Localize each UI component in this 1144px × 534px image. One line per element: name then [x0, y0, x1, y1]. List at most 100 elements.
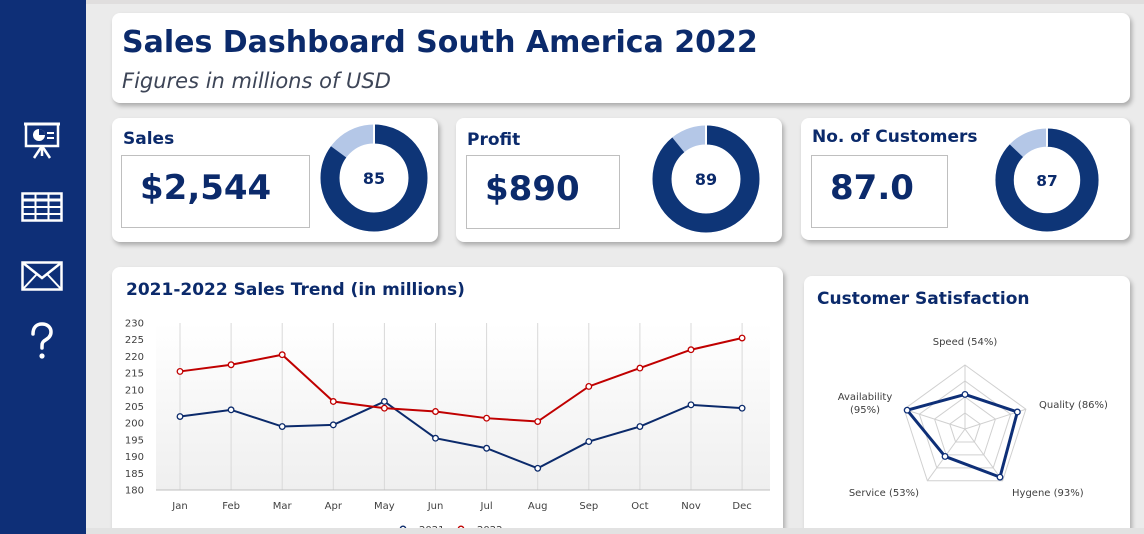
data-point — [176, 413, 184, 420]
series-line-2022 — [179, 337, 743, 423]
radar-grid-ring — [933, 396, 997, 456]
data-point — [636, 423, 644, 430]
x-tick-label: Oct — [631, 501, 648, 512]
x-tick-label: Jun — [427, 501, 444, 512]
data-point — [432, 434, 439, 442]
y-tick-label: 195 — [125, 435, 144, 446]
data-point — [227, 406, 235, 414]
radar-chart: Speed (54%) Quality (86%) Hygene (93%) Serv… — [838, 337, 1108, 499]
data-point — [227, 361, 235, 369]
kpi-card-sales: Sales $2,544 85 — [112, 118, 438, 242]
data-point — [738, 404, 746, 412]
y-tick-label: 190 — [125, 452, 144, 463]
x-tick-label: Jan — [171, 501, 187, 512]
help-icon[interactable] — [20, 322, 64, 362]
radar-point — [961, 390, 969, 398]
kpi-value-box: 87.0 — [811, 155, 948, 228]
mail-icon[interactable] — [20, 256, 64, 296]
series-line-2021 — [179, 400, 743, 470]
radar-axis-label: Hygene (93%) — [1012, 488, 1084, 499]
data-point — [483, 414, 491, 422]
data-point — [329, 398, 337, 405]
chart-title: 2021-2022 Sales Trend (in millions) — [126, 280, 465, 300]
kpi-value: $890 — [485, 169, 580, 209]
radar-point — [1013, 408, 1021, 416]
y-tick-label: 220 — [125, 352, 144, 363]
data-point — [534, 464, 542, 472]
x-tick-label: Aug — [528, 501, 548, 512]
y-tick-label: 200 — [125, 419, 144, 430]
kpi-donut: 85 — [320, 124, 428, 232]
sales-trend-card: 2021-2022 Sales Trend (in millions) Jan F… — [112, 267, 783, 534]
y-tick-label: 215 — [125, 369, 144, 380]
data-point — [278, 423, 286, 430]
page-subtitle: Figures in millions of USD — [122, 69, 391, 93]
y-tick-label: 205 — [125, 402, 144, 413]
x-tick-label: Mar — [273, 501, 293, 512]
kpi-label: Profit — [467, 130, 521, 150]
plot-area — [156, 323, 770, 490]
data-point — [687, 401, 695, 409]
kpi-card-customers: No. of Customers 87.0 87 — [801, 118, 1130, 240]
data-point — [380, 404, 388, 412]
radar-spoke — [903, 408, 966, 430]
y-tick-label: 180 — [125, 486, 144, 497]
data-point — [432, 408, 439, 415]
title-card: Sales Dashboard South America 2022 Figur… — [112, 13, 1130, 103]
donut-label: 85 — [363, 169, 385, 188]
radar-grid-ring — [949, 412, 981, 443]
kpi-value: $2,544 — [140, 168, 272, 208]
radar-point — [996, 473, 1004, 481]
sidebar — [0, 0, 86, 534]
kpi-value: 87.0 — [830, 168, 914, 208]
radar-point — [941, 452, 949, 460]
kpi-card-profit: Profit $890 89 — [456, 118, 782, 242]
radar-axis-label: Quality (86%) — [1039, 400, 1108, 411]
radar-spoke — [964, 428, 1004, 482]
data-point — [380, 398, 388, 405]
data-point — [738, 334, 746, 342]
table-grid-icon[interactable] — [20, 187, 64, 227]
radar-axis-label: Speed (54%) — [933, 337, 998, 348]
data-point — [176, 367, 184, 375]
radar-axis-label: Availability (95%) — [838, 392, 893, 416]
kpi-value-box: $890 — [466, 155, 620, 229]
kpi-label: Sales — [123, 129, 175, 149]
radar-axis-label: Service (53%) — [849, 488, 919, 499]
kpi-donut: 89 — [652, 125, 760, 233]
x-tick-label: Apr — [325, 501, 343, 512]
bottom-strip — [86, 528, 1144, 534]
data-point — [636, 364, 644, 372]
data-point — [585, 383, 593, 390]
kpi-value-box: $2,544 — [121, 155, 310, 228]
radar-series — [905, 392, 1019, 479]
kpi-donut: 87 — [995, 128, 1099, 232]
y-tick-label: 185 — [125, 469, 144, 480]
x-tick-label: Nov — [681, 501, 701, 512]
presentation-icon[interactable] — [20, 120, 64, 160]
y-tick-label: 230 — [125, 319, 144, 330]
line-chart: Jan Feb Mar Apr May Jun Jul Aug Sep Oct Nov Dec 180 1… — [125, 319, 770, 534]
data-point — [329, 421, 337, 429]
x-tick-label: Jul — [480, 501, 493, 512]
y-tick-label: 210 — [125, 385, 144, 396]
data-point — [585, 438, 593, 446]
x-tick-label: Dec — [732, 501, 751, 512]
data-point — [483, 444, 491, 452]
page-title: Sales Dashboard South America 2022 — [122, 25, 758, 60]
x-tick-label: Feb — [222, 501, 240, 512]
radar-point — [903, 406, 911, 414]
chart-title: Customer Satisfaction — [817, 289, 1030, 309]
donut-label: 89 — [695, 170, 717, 189]
data-point — [687, 346, 695, 354]
data-point — [278, 351, 286, 359]
donut-label: 87 — [1036, 172, 1057, 190]
x-tick-label: Sep — [579, 501, 598, 512]
y-tick-label: 225 — [125, 335, 144, 346]
satisfaction-card: Customer Satisfaction Speed (54%) Quality… — [804, 276, 1130, 534]
kpi-label: No. of Customers — [812, 127, 978, 147]
top-strip — [86, 0, 1144, 4]
radar-grid-ring — [903, 364, 1027, 482]
x-tick-label: May — [374, 501, 395, 512]
data-point — [534, 418, 542, 425]
